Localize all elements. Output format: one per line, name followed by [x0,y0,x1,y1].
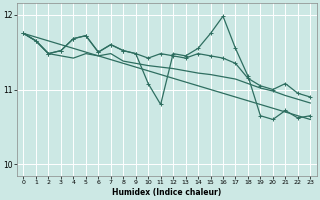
X-axis label: Humidex (Indice chaleur): Humidex (Indice chaleur) [112,188,221,197]
